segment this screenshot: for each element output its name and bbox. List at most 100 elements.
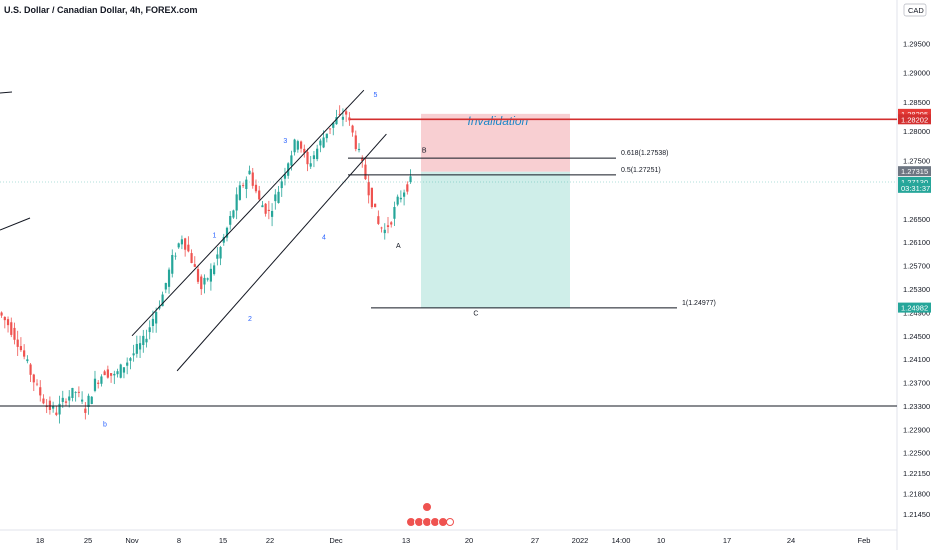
candle-body (187, 244, 190, 252)
candle-body (254, 184, 258, 192)
candle-body (81, 399, 84, 402)
candle-body (287, 163, 290, 176)
level-label: 1(1.24977) (682, 300, 716, 307)
candlestick-series (0, 105, 412, 424)
candle-body (200, 276, 203, 290)
candle (229, 211, 232, 230)
candle-body (177, 243, 180, 248)
time-tick-label: 24 (787, 536, 795, 545)
candle-body (77, 391, 80, 393)
candle-body (93, 378, 97, 391)
candle-body (148, 327, 151, 333)
price-badge (898, 108, 931, 119)
candle-body (335, 117, 338, 125)
price-badge-text: 03:31:37 (901, 184, 930, 193)
candle-body (35, 383, 39, 385)
candle (213, 262, 216, 276)
candle-body (348, 117, 351, 121)
price-tick-label: 1.27500 (903, 156, 930, 165)
candle (209, 263, 212, 291)
candle (296, 139, 299, 153)
candle (164, 282, 167, 294)
candle-body (84, 408, 87, 413)
candle (367, 175, 370, 204)
candle (10, 317, 13, 338)
candle (0, 311, 3, 318)
candle-body (267, 209, 270, 211)
candle (316, 144, 319, 162)
price-badge (898, 114, 931, 125)
candle (39, 380, 42, 402)
candle (232, 209, 235, 219)
price-axis: 1.295001.290001.285001.280001.275001.270… (898, 3, 931, 519)
candle-body (325, 133, 328, 139)
candle-body (100, 376, 103, 384)
plot-area (0, 0, 898, 550)
candle (242, 182, 245, 188)
candle-body (193, 264, 196, 267)
candle-body (106, 369, 109, 378)
candle (200, 274, 203, 295)
candle (97, 380, 100, 389)
candle (393, 201, 396, 226)
candle (64, 398, 68, 407)
candle-body (103, 371, 106, 376)
candle (303, 144, 306, 158)
candle-body (306, 151, 309, 165)
time-tick-label: 17 (723, 536, 731, 545)
candle-body (196, 269, 200, 282)
event-flag-icon (422, 502, 432, 512)
wave-label: 3 (283, 138, 287, 145)
candle (90, 395, 93, 405)
candle-body (332, 122, 335, 128)
candle-body (0, 312, 3, 316)
candle (84, 401, 87, 420)
candle-body (245, 179, 248, 189)
price-tick-label: 1.28500 (903, 98, 930, 107)
candle-body (242, 185, 245, 186)
candle-body (341, 116, 345, 120)
candle-body (135, 343, 138, 354)
wave-label: 1 (213, 233, 217, 240)
candle (354, 130, 357, 152)
price-tick-label: 1.25700 (903, 262, 930, 271)
candle (348, 112, 351, 126)
wave-label: A (396, 243, 401, 250)
candle (32, 373, 35, 392)
candle (406, 181, 409, 195)
candle (6, 316, 10, 333)
candle (203, 274, 206, 294)
candle (383, 223, 386, 240)
price-badge (898, 176, 931, 187)
candle-body (274, 194, 277, 202)
wave-label: 5 (374, 92, 378, 99)
candle-body (109, 373, 113, 376)
candle-body (90, 396, 93, 404)
candle (129, 357, 132, 370)
candle-body (367, 182, 370, 196)
candle-body (406, 184, 409, 192)
candle-body (74, 392, 77, 393)
candle-body (29, 364, 32, 375)
candle (370, 187, 373, 209)
candle-body (6, 319, 10, 326)
candle (325, 133, 328, 143)
price-tick-label: 1.22150 (903, 469, 930, 478)
candle (193, 256, 196, 268)
candle-body (219, 247, 222, 259)
candle-body (303, 148, 306, 153)
candle (26, 355, 29, 364)
candle-body (338, 113, 341, 115)
price-tick-label: 1.22900 (903, 425, 930, 434)
price-tick-label: 1.21800 (903, 490, 930, 499)
candle (106, 365, 109, 379)
candle (270, 203, 274, 227)
candle (35, 379, 39, 387)
wave-label: 4 (322, 234, 326, 241)
candle-body (238, 185, 241, 200)
candle (116, 368, 119, 378)
candle-body (390, 222, 393, 225)
candle-body (206, 278, 209, 280)
candle-body (116, 371, 119, 375)
